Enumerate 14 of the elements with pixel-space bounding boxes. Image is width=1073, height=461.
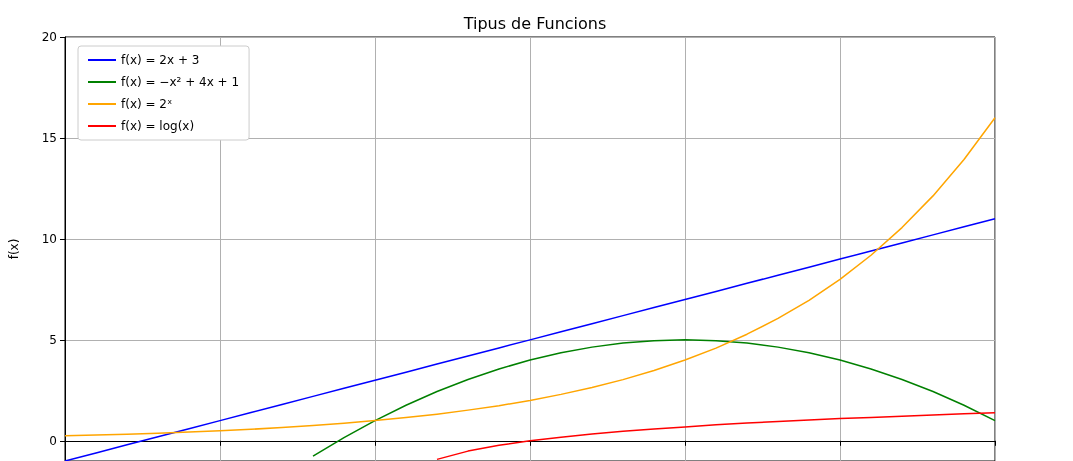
line-series — [312, 339, 996, 457]
y-tick-label: 20 — [41, 30, 57, 44]
legend-label: f(x) = 2ˣ — [121, 97, 173, 111]
legend-label: f(x) = 2x + 3 — [121, 53, 200, 67]
chart-title: Tipus de Funcions — [462, 13, 607, 33]
y-tick-label: 15 — [41, 130, 57, 145]
y-tick-label: 5 — [49, 332, 57, 347]
y-axis-title: f(x) — [7, 238, 21, 260]
legend-label: f(x) = log(x) — [121, 119, 195, 133]
legend-label: f(x) = −x² + 4x + 1 — [121, 75, 240, 89]
line-series — [436, 411, 996, 461]
y-tick-label: 0 — [49, 433, 57, 448]
y-tick-label: 10 — [41, 231, 57, 246]
line-series — [64, 117, 996, 437]
